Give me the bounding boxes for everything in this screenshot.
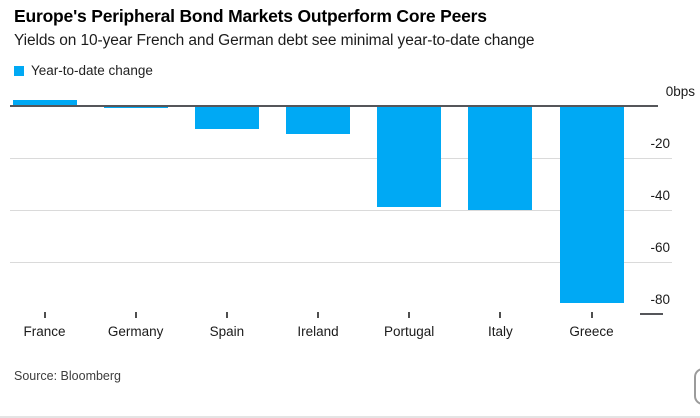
bar-italy[interactable] <box>468 105 533 210</box>
gridline <box>10 157 672 159</box>
bar-ireland[interactable] <box>286 105 350 135</box>
chart-subtitle: Yields on 10-year French and German debt… <box>14 32 535 49</box>
bar-france[interactable] <box>12 100 77 106</box>
legend-swatch-icon <box>14 65 24 76</box>
bar-germany[interactable] <box>103 105 168 109</box>
clipped-edge-button[interactable] <box>694 368 700 405</box>
gridline <box>10 209 672 211</box>
x-axis-tick <box>225 311 228 318</box>
y-axis-label: 0bps <box>665 84 695 99</box>
x-axis-tick <box>317 311 319 318</box>
x-axis-tick <box>408 311 411 318</box>
bar-portugal[interactable] <box>377 105 442 207</box>
x-axis-tick <box>590 311 593 318</box>
source-attribution: Source: Bloomberg <box>14 369 122 383</box>
x-axis-tick <box>499 311 502 318</box>
chart-legend: Year-to-date change <box>14 63 153 78</box>
x-axis-label-portugal: Portugal <box>384 323 435 339</box>
x-axis-tick <box>43 311 46 318</box>
y-axis-label: -80 <box>650 292 670 307</box>
bar-greece[interactable] <box>559 105 624 304</box>
x-axis-label-germany: Germany <box>107 323 164 339</box>
y-axis-label: -40 <box>650 188 670 203</box>
x-axis-label-greece: Greece <box>569 323 614 339</box>
axis-end-segment <box>640 312 663 315</box>
zero-baseline <box>10 104 658 107</box>
y-axis-label: -60 <box>650 240 670 255</box>
gridline <box>10 261 672 263</box>
chart-title: Europe's Peripheral Bond Markets Outperf… <box>14 6 487 26</box>
legend-label: Year-to-date change <box>31 63 153 78</box>
x-axis-label-ireland: Ireland <box>297 323 339 339</box>
x-axis-label-france: France <box>23 323 66 339</box>
y-axis-label: -20 <box>650 136 670 151</box>
x-axis-label-spain: Spain <box>209 323 245 339</box>
x-axis-label-italy: Italy <box>487 323 513 339</box>
x-axis-tick <box>134 311 137 318</box>
bar-spain[interactable] <box>194 105 259 129</box>
